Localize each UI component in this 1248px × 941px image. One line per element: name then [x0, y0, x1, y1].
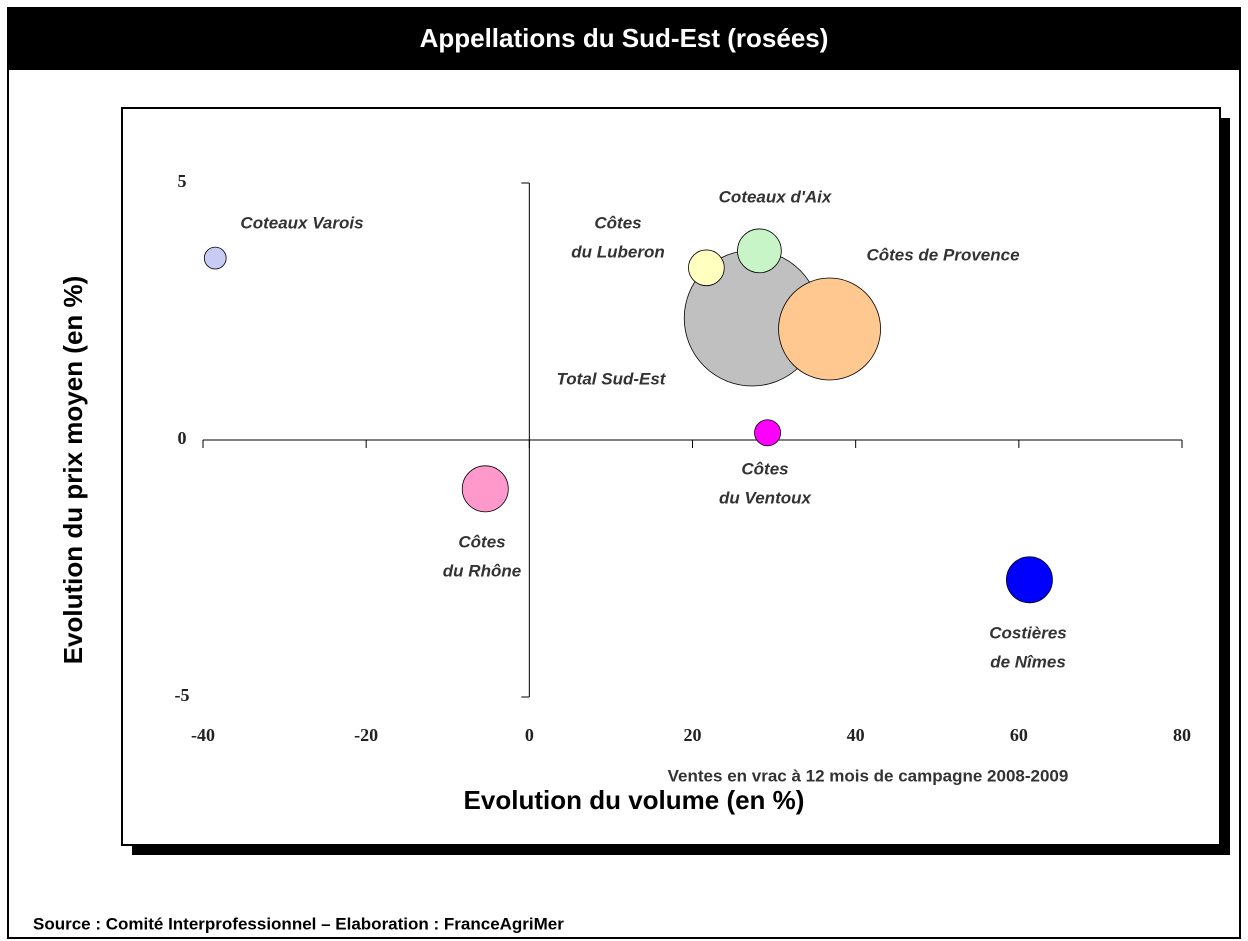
- bubble-label: Côtes: [458, 532, 505, 551]
- y-tick-label: 5: [178, 171, 187, 191]
- x-tick-label: 20: [684, 725, 702, 745]
- x-tick-label: -40: [191, 725, 215, 745]
- x-tick-label: -20: [354, 725, 378, 745]
- chart-title: Appellations du Sud-Est (rosées): [420, 23, 829, 53]
- y-tick-label: -5: [175, 685, 190, 705]
- bubble-label: Total Sud-Est: [557, 369, 667, 388]
- bubble-label: du Luberon: [571, 242, 664, 261]
- x-tick-label: 0: [525, 725, 534, 745]
- bubble: [754, 419, 781, 447]
- bubble: [688, 249, 725, 287]
- bubble-label: Costières: [989, 623, 1066, 642]
- x-tick-label: 60: [1010, 725, 1028, 745]
- bubble-label: Côtes de Provence: [866, 245, 1019, 264]
- bubble-label: de Nîmes: [990, 652, 1066, 671]
- source: Source : Comité Interprofessionnel – Ela…: [33, 914, 564, 933]
- plot-box: [121, 107, 1221, 846]
- bubble: [737, 228, 782, 274]
- title-bar: [8, 8, 1240, 70]
- bubble-label: Côtes: [594, 213, 641, 232]
- bubble: [461, 465, 509, 513]
- bubble-label: Coteaux d'Aix: [719, 187, 833, 206]
- bubble-label: Côtes: [741, 459, 788, 478]
- bubble-label: du Rhône: [443, 561, 521, 580]
- bubble-label: Coteaux Varois: [240, 213, 363, 232]
- x-tick-label: 40: [847, 725, 865, 745]
- bubble: [203, 246, 227, 270]
- annotation: Ventes en vrac à 12 mois de campagne 200…: [668, 766, 1069, 785]
- x-tick-label: 80: [1173, 725, 1191, 745]
- y-axis-label: Evolution du prix moyen (en %): [58, 276, 88, 665]
- bubble-label: du Ventoux: [719, 488, 812, 507]
- bubble: [778, 277, 881, 381]
- y-tick-label: 0: [178, 428, 187, 448]
- x-axis-label: Evolution du volume (en %): [464, 785, 805, 815]
- bubble: [1006, 556, 1053, 604]
